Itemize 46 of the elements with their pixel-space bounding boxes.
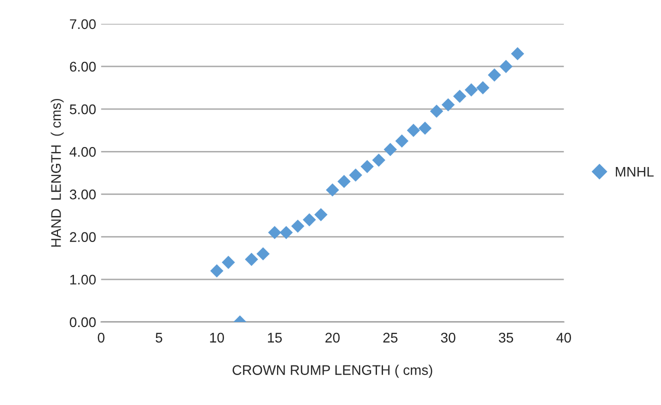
y-tick-label: 2.00 [70,232,96,242]
point [337,174,351,188]
y-tick-label: 5.00 [70,104,96,114]
point [326,183,340,197]
point [464,83,478,96]
point [453,90,466,103]
point [302,213,316,226]
x-tick-label: 25 [383,332,398,343]
point [244,252,258,266]
y-tick-label: 1.00 [70,274,96,285]
y-tick-label: 6.00 [70,62,96,72]
point [280,226,293,240]
y-tick-label: 7.00 [70,19,96,30]
point [406,124,420,137]
y-tick-label: 4.00 [70,146,96,157]
point [442,98,455,112]
point [488,68,502,82]
x-axis-title: CROWN RUMP LENGTH ( cms) [232,364,432,378]
point [256,247,270,260]
point [360,160,374,174]
x-tick-label: 35 [498,332,514,343]
point [291,220,304,233]
x-tick-label: 10 [210,332,224,343]
point [349,168,362,182]
x-tick-label: 5 [156,332,162,343]
point [222,256,235,269]
x-tick-label: 30 [440,332,456,343]
point [314,208,328,222]
point [268,226,282,240]
x-tick-label: 40 [556,332,572,343]
x-tick-label: 20 [325,332,340,343]
y-tick-label: 0.00 [70,317,96,328]
point [510,47,524,60]
point [499,60,513,74]
point [476,81,490,94]
x-tick-label: 15 [268,332,282,343]
point [372,154,386,167]
point [395,134,408,148]
x-tick-label: 0 [98,332,104,343]
legend-label: MNHL [616,166,654,177]
point [430,104,444,118]
y-tick-label: 3.00 [70,190,96,200]
point [418,122,432,135]
point [210,264,224,278]
point [384,142,397,156]
y-axis-title: HAND LENGTH ( cms) [50,98,64,247]
